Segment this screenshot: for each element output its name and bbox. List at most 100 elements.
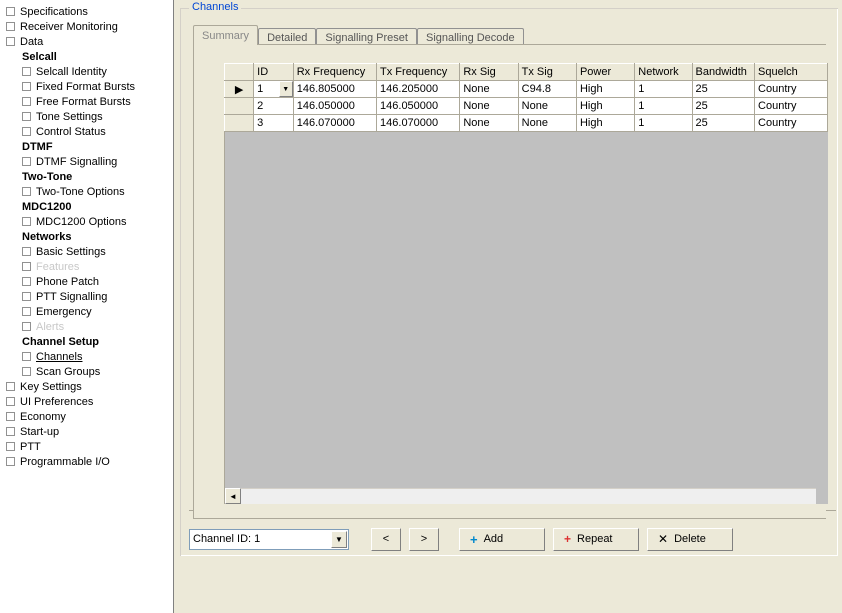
col-header-bandwidth[interactable]: Bandwidth	[692, 64, 754, 81]
tree-item-ptt-signalling[interactable]: PTT Signalling	[2, 289, 171, 304]
cell[interactable]: 1	[635, 115, 692, 132]
channel-id-combo[interactable]: Channel ID: 1 ▼	[189, 529, 349, 550]
scroll-left-button[interactable]: ◄	[225, 488, 241, 504]
tree-checkbox[interactable]	[22, 367, 31, 376]
tree-item-mdc1200[interactable]: MDC1200	[2, 199, 171, 214]
tree-item-basic-settings[interactable]: Basic Settings	[2, 244, 171, 259]
cell[interactable]: High	[576, 81, 634, 98]
tree-checkbox[interactable]	[22, 307, 31, 316]
tree-item-start-up[interactable]: Start-up	[2, 424, 171, 439]
tree-item-two-tone[interactable]: Two-Tone	[2, 169, 171, 184]
cell[interactable]: 3	[254, 115, 294, 132]
tree-item-control-status[interactable]: Control Status	[2, 124, 171, 139]
cell[interactable]: 146.205000	[377, 81, 460, 98]
next-channel-button[interactable]: >	[409, 528, 439, 551]
tree-item-programmable-i-o[interactable]: Programmable I/O	[2, 454, 171, 469]
repeat-button[interactable]: + Repeat	[553, 528, 639, 551]
col-header-power[interactable]: Power	[576, 64, 634, 81]
col-header-network[interactable]: Network	[635, 64, 692, 81]
col-header-tx-sig[interactable]: Tx Sig	[518, 64, 576, 81]
tree-checkbox[interactable]	[22, 247, 31, 256]
cell[interactable]: 146.805000	[293, 81, 376, 98]
cell[interactable]: None	[460, 98, 518, 115]
col-header-squelch[interactable]: Squelch	[755, 64, 828, 81]
tree-checkbox[interactable]	[22, 127, 31, 136]
tree-checkbox[interactable]	[6, 397, 15, 406]
cell[interactable]: Country	[755, 115, 828, 132]
col-header-rx-frequency[interactable]: Rx Frequency	[293, 64, 376, 81]
table-row[interactable]: 3146.070000146.070000NoneNoneHigh125Coun…	[225, 115, 828, 132]
tree-item-networks[interactable]: Networks	[2, 229, 171, 244]
cell[interactable]: 1	[635, 98, 692, 115]
tree-item-fixed-format-bursts[interactable]: Fixed Format Bursts	[2, 79, 171, 94]
grid-hscroll[interactable]: ◄	[225, 488, 816, 504]
cell[interactable]: Country	[755, 98, 828, 115]
tree-item-emergency[interactable]: Emergency	[2, 304, 171, 319]
tab-summary[interactable]: Summary	[193, 25, 258, 45]
cell[interactable]: 146.070000	[377, 115, 460, 132]
prev-channel-button[interactable]: <	[371, 528, 401, 551]
cell[interactable]: 25	[692, 81, 754, 98]
tree-item-economy[interactable]: Economy	[2, 409, 171, 424]
cell[interactable]: 25	[692, 98, 754, 115]
table-row[interactable]: ▶1▼146.805000146.205000NoneC94.8High125C…	[225, 81, 828, 98]
cell[interactable]: High	[576, 115, 634, 132]
tree-item-dtmf-signalling[interactable]: DTMF Signalling	[2, 154, 171, 169]
tree-checkbox[interactable]	[22, 217, 31, 226]
row-header[interactable]	[225, 98, 254, 115]
cell[interactable]: Country	[755, 81, 828, 98]
channel-grid[interactable]: IDRx FrequencyTx FrequencyRx SigTx SigPo…	[224, 63, 828, 132]
tab-signalling-preset[interactable]: Signalling Preset	[316, 28, 417, 45]
tree-item-specifications[interactable]: Specifications	[2, 4, 171, 19]
cell[interactable]: 1▼	[254, 81, 294, 98]
tree-item-selcall-identity[interactable]: Selcall Identity	[2, 64, 171, 79]
tree-checkbox[interactable]	[6, 7, 15, 16]
tree-item-scan-groups[interactable]: Scan Groups	[2, 364, 171, 379]
tree-checkbox[interactable]	[6, 442, 15, 451]
cell[interactable]: 1	[635, 81, 692, 98]
tree-item-dtmf[interactable]: DTMF	[2, 139, 171, 154]
tree-item-data[interactable]: Data	[2, 34, 171, 49]
add-button[interactable]: + Add	[459, 528, 545, 551]
tree-item-features[interactable]: Features	[2, 259, 171, 274]
col-header-rx-sig[interactable]: Rx Sig	[460, 64, 518, 81]
combo-dropdown-button[interactable]: ▼	[331, 531, 347, 548]
cell[interactable]: C94.8	[518, 81, 576, 98]
tree-checkbox[interactable]	[6, 37, 15, 46]
tree-item-channels[interactable]: Channels	[2, 349, 171, 364]
tree-item-mdc1200-options[interactable]: MDC1200 Options	[2, 214, 171, 229]
table-row[interactable]: 2146.050000146.050000NoneNoneHigh125Coun…	[225, 98, 828, 115]
scroll-track[interactable]	[241, 488, 816, 504]
cell[interactable]: 146.070000	[293, 115, 376, 132]
tree-checkbox[interactable]	[6, 22, 15, 31]
tree-checkbox[interactable]	[22, 67, 31, 76]
tree-item-channel-setup[interactable]: Channel Setup	[2, 334, 171, 349]
tree-checkbox[interactable]	[6, 412, 15, 421]
tree-checkbox[interactable]	[22, 277, 31, 286]
tree-checkbox[interactable]	[6, 382, 15, 391]
cell[interactable]: 2	[254, 98, 294, 115]
tree-item-receiver-monitoring[interactable]: Receiver Monitoring	[2, 19, 171, 34]
tree-checkbox[interactable]	[22, 352, 31, 361]
cell[interactable]: 146.050000	[377, 98, 460, 115]
row-header[interactable]: ▶	[225, 81, 254, 98]
tree-checkbox[interactable]	[22, 82, 31, 91]
tree-item-ui-preferences[interactable]: UI Preferences	[2, 394, 171, 409]
tab-signalling-decode[interactable]: Signalling Decode	[417, 28, 524, 45]
tab-detailed[interactable]: Detailed	[258, 28, 316, 45]
cell[interactable]: None	[518, 98, 576, 115]
tree-item-key-settings[interactable]: Key Settings	[2, 379, 171, 394]
tree-item-free-format-bursts[interactable]: Free Format Bursts	[2, 94, 171, 109]
tree-item-tone-settings[interactable]: Tone Settings	[2, 109, 171, 124]
cell[interactable]: None	[518, 115, 576, 132]
tree-checkbox[interactable]	[22, 292, 31, 301]
cell[interactable]: High	[576, 98, 634, 115]
tree-checkbox[interactable]	[22, 262, 31, 271]
cell[interactable]: 146.050000	[293, 98, 376, 115]
tree-checkbox[interactable]	[6, 427, 15, 436]
tree-checkbox[interactable]	[22, 112, 31, 121]
cell[interactable]: None	[460, 115, 518, 132]
tree-item-selcall[interactable]: Selcall	[2, 49, 171, 64]
tree-item-phone-patch[interactable]: Phone Patch	[2, 274, 171, 289]
tree-item-alerts[interactable]: Alerts	[2, 319, 171, 334]
